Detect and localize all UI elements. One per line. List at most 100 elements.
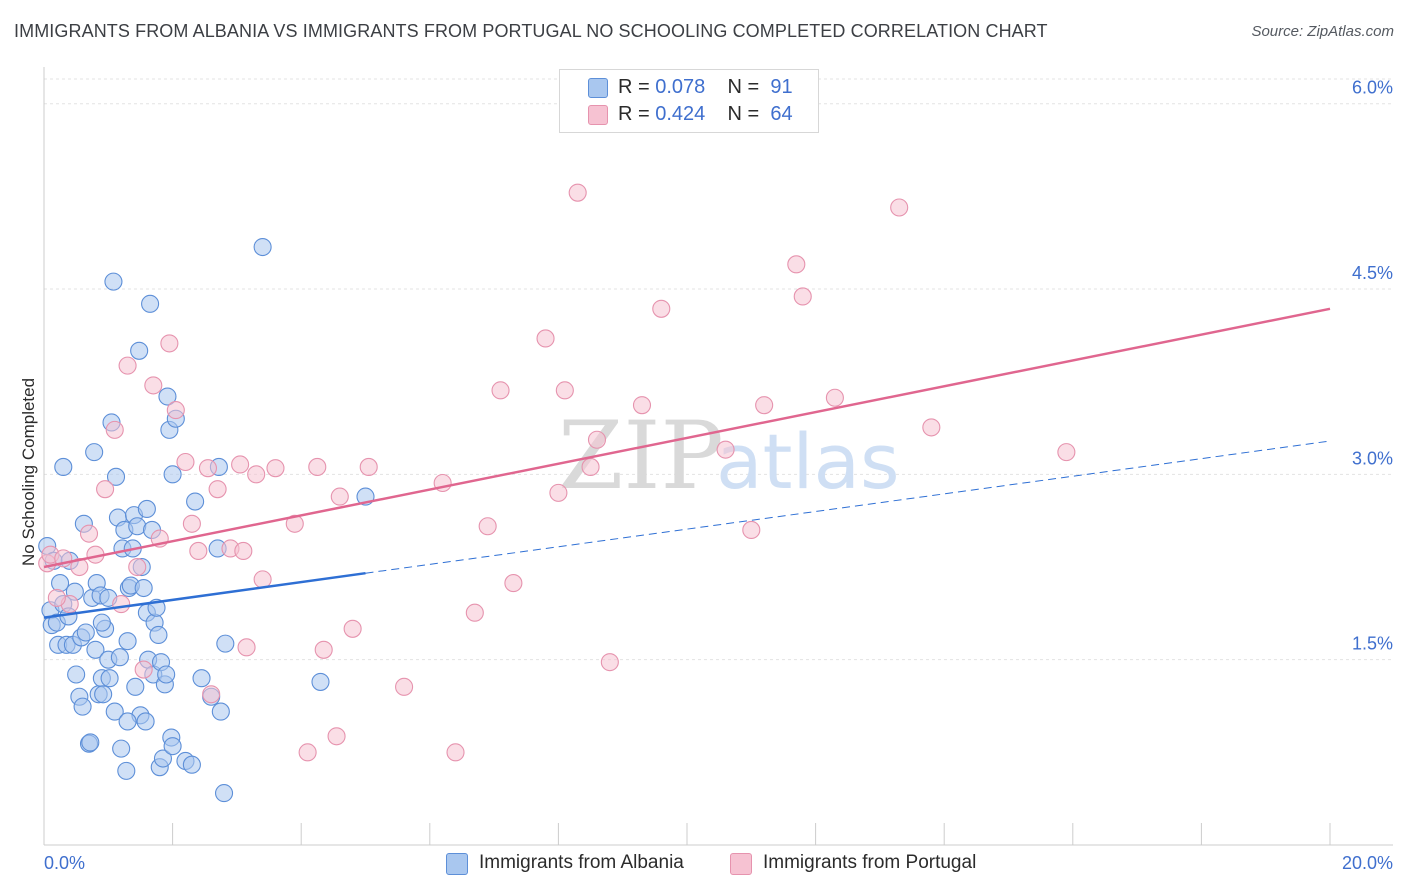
albania-point: [211, 702, 230, 721]
legend-portugal-text: R = 0.424 N = 64: [618, 103, 793, 125]
portugal-point: [922, 418, 941, 437]
portugal-point: [237, 638, 256, 657]
albania-point: [149, 625, 168, 645]
albania-point: [117, 761, 136, 780]
axes: [43, 67, 1393, 846]
x-tick-left: 0.0%: [44, 853, 85, 873]
portugal-legend-label: Immigrants from Portugal: [763, 852, 977, 873]
portugal-point: [70, 557, 89, 577]
albania-point: [253, 237, 272, 257]
portugal-point: [587, 430, 607, 449]
albania-legend-label: Immigrants from Albania: [479, 852, 684, 873]
portugal-point: [555, 381, 574, 400]
albania-point: [118, 632, 137, 651]
portugal-point: [79, 524, 99, 543]
albania-point: [92, 613, 111, 632]
y-tick-label: 1.5%: [1352, 634, 1393, 654]
albania-point: [106, 467, 126, 486]
albania-point: [54, 457, 73, 476]
portugal-point: [755, 396, 774, 415]
albania-point: [51, 574, 70, 593]
y-tick-label: 6.0%: [1352, 78, 1393, 98]
y-axis-label: No Schooling Completed: [19, 378, 38, 566]
albania-point: [126, 677, 145, 696]
portugal-trend-line: [43, 307, 1331, 569]
portugal-point: [96, 480, 115, 499]
albania-point: [118, 712, 137, 731]
portugal-point: [160, 334, 179, 353]
source-credit: Source: ZipAtlas.com: [1251, 23, 1394, 40]
albania-point: [76, 623, 95, 642]
watermark-atlas: atlas: [716, 417, 900, 506]
portugal-point: [247, 465, 266, 484]
portugal-point: [182, 514, 201, 533]
portugal-point: [343, 619, 362, 638]
albania-point: [163, 465, 182, 484]
albania-point: [137, 499, 156, 518]
portugal-point: [504, 574, 523, 593]
albania-trend-extension: [365, 440, 1331, 574]
albania-point: [130, 341, 149, 360]
trend-lines: [43, 307, 1331, 619]
portugal-point: [716, 440, 735, 459]
portugal-point: [144, 376, 163, 395]
portugal-point: [890, 198, 909, 217]
portugal-point: [234, 541, 253, 561]
portugal-point: [105, 420, 124, 439]
albania-point: [81, 733, 100, 752]
albania-trend-line: [43, 571, 366, 619]
portugal-point: [632, 396, 652, 415]
portugal-point: [825, 388, 844, 407]
albania-point: [158, 387, 177, 406]
legend-albania-text: R = 0.078 N = 91: [618, 76, 793, 98]
albania-point: [110, 648, 129, 667]
portugal-point: [231, 455, 250, 474]
portugal-point: [600, 653, 619, 672]
portugal-point: [285, 514, 304, 533]
portugal-point: [189, 541, 208, 561]
portugal-point: [253, 570, 272, 589]
albania-point: [94, 685, 113, 704]
portugal-point: [568, 183, 587, 202]
albania-point: [214, 784, 234, 803]
portugal-point: [128, 557, 147, 577]
correlation-legend: R = 0.078 N = 91 R = 0.424 N = 64: [559, 69, 819, 133]
portugal-point: [652, 299, 671, 318]
albania-point: [73, 697, 92, 716]
portugal-point: [330, 487, 349, 506]
portugal-legend-swatch: [730, 853, 752, 875]
portugal-point: [1057, 443, 1076, 462]
portugal-point: [308, 457, 327, 476]
portugal-point: [465, 603, 484, 622]
y-tick-label: 3.0%: [1352, 448, 1393, 468]
chart-title: IMMIGRANTS FROM ALBANIA VS IMMIGRANTS FR…: [14, 21, 1048, 41]
albania-point: [128, 517, 147, 536]
portugal-swatch: [588, 105, 608, 125]
albania-swatch: [588, 78, 608, 98]
y-tick-label: 4.5%: [1352, 263, 1393, 283]
albania-point: [86, 640, 105, 659]
albania-point: [112, 739, 131, 758]
portugal-point: [112, 595, 131, 614]
portugal-point: [327, 727, 346, 746]
albania-point: [136, 712, 155, 731]
albania-point: [192, 669, 211, 688]
portugal-point: [478, 517, 497, 536]
albania-points: [38, 237, 375, 803]
portugal-point: [787, 255, 806, 274]
portugal-point: [793, 287, 812, 306]
albania-point: [105, 702, 124, 721]
albania-point: [157, 665, 176, 684]
portugal-points: [38, 183, 1076, 762]
portugal-point: [208, 480, 227, 499]
portugal-point: [134, 660, 153, 679]
albania-point: [163, 737, 182, 756]
albania-point: [216, 634, 235, 653]
albania-legend-swatch: [446, 853, 468, 875]
albania-point: [85, 443, 104, 462]
watermark-zip: ZIP: [558, 402, 724, 511]
albania-point: [182, 755, 201, 774]
portugal-point: [359, 457, 378, 476]
portugal-point: [742, 520, 761, 540]
